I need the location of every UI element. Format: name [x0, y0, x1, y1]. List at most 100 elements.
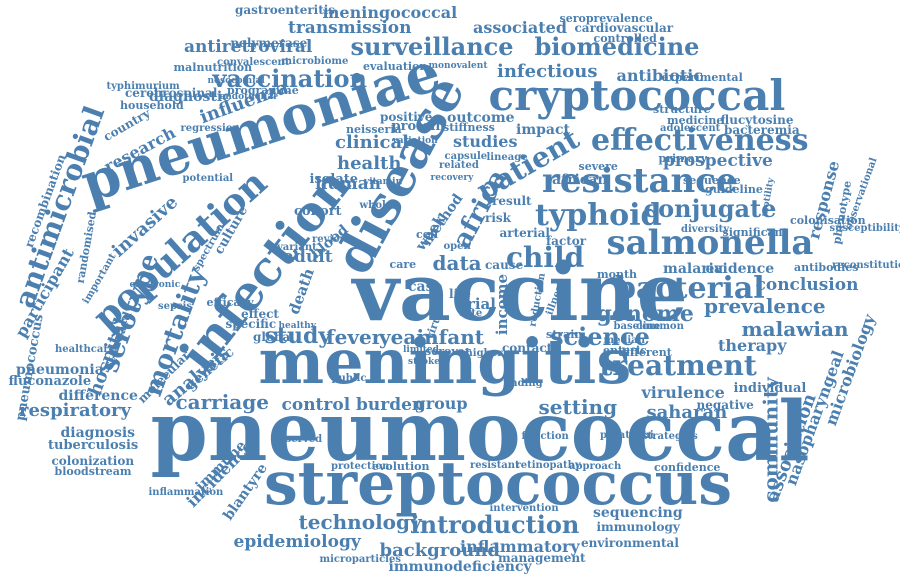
cloud-word-paratyphi: paratyphi [600, 430, 654, 441]
cloud-word-biomedicine: biomedicine [534, 32, 700, 61]
cloud-word-reconstitution: reconstitution [832, 260, 900, 271]
cloud-word-cerebrospinal: cerebrospinal [125, 86, 218, 100]
cloud-word-pneumococcal: pneumococcal [150, 384, 810, 480]
cloud-word-evolution: evolution [372, 459, 430, 473]
cloud-word-genome: genome [596, 301, 694, 327]
cloud-word-structure: structure [653, 102, 711, 116]
cloud-word-recovery: recovery [430, 172, 474, 183]
cloud-word-salmonella: salmonella [606, 223, 814, 263]
cloud-word-programme: programme [227, 83, 299, 97]
cloud-word-lineage: lineage [486, 152, 528, 163]
cloud-word-arterial: arterial [499, 226, 551, 240]
cloud-word-risk: risk [485, 211, 511, 225]
cloud-word-associated: associated [473, 18, 567, 37]
cloud-word-review: review [312, 234, 349, 245]
cloud-word-healthy: healthy [278, 320, 316, 331]
cloud-word-fever: fever [326, 325, 383, 349]
cloud-word-stiffness: stiffness [443, 120, 495, 134]
cloud-word-respiratory: respiratory [19, 400, 131, 421]
cloud-word-specific: specific [225, 317, 277, 331]
cloud-word-setting: setting [538, 395, 618, 419]
cloud-word-median: median [603, 335, 645, 346]
cloud-word-outcome: outcome [447, 110, 515, 126]
cloud-word-adolescent: adolescent [660, 123, 721, 134]
cloud-word-serovar: serovar [425, 344, 471, 358]
cloud-word-background: background [379, 540, 501, 561]
cloud-word-environmental: environmental [581, 536, 679, 550]
cloud-word-study: study [264, 323, 332, 349]
cloud-word-studies: studies [453, 132, 518, 151]
cloud-word-management: management [498, 551, 586, 565]
cloud-word-impact: impact [516, 122, 570, 138]
cloud-word-individual: individual [733, 380, 807, 396]
cloud-word-vitamin: vitamin [364, 176, 403, 187]
cloud-word-stroke: stroke [408, 356, 440, 367]
cloud-word-infectious: infectious [497, 61, 598, 82]
cloud-word-convalescent: convalescent [217, 57, 290, 68]
cloud-word-bloodstream: bloodstream [54, 464, 132, 478]
cloud-word-bacterial: bacterial [615, 271, 765, 306]
cloud-word-health: health [337, 153, 402, 174]
cloud-word-month: month [597, 267, 638, 281]
cloud-word-contact: contact [502, 341, 553, 355]
cloud-word-baseline: baseline [613, 321, 661, 332]
cloud-word-pneumonia: pneumonia [16, 362, 104, 378]
cloud-word-bacteremia: bacteremia [724, 123, 800, 137]
cloud-word-confidence: confidence [654, 460, 721, 474]
cloud-word-life: life [449, 287, 471, 301]
cloud-word-approach: approach [569, 461, 622, 472]
cloud-word-conjugate: conjugate [643, 194, 777, 223]
cloud-word-streptococcus: streptococcus [264, 449, 732, 519]
cloud-word-adult: adult [283, 246, 333, 267]
cloud-word-surveillance: surveillance [350, 32, 514, 61]
cloud-word-retinopathy: retinopathy [515, 460, 581, 471]
cloud-word-introduction: introduction [410, 510, 580, 539]
cloud-word-child: child [506, 241, 585, 274]
cloud-word-sequencing: sequencing [593, 505, 683, 521]
cloud-word-infant: infant [416, 325, 484, 349]
cloud-word-diagnosis: diagnosis [60, 425, 136, 441]
cloud-word-prospective: prospective [663, 150, 773, 171]
cloud-word-diversity: diversity [681, 224, 730, 235]
cloud-word-sequence: sequence [683, 173, 741, 187]
cloud-word-finding: finding [503, 378, 543, 389]
cloud-word-therapy: therapy [718, 336, 787, 355]
cloud-word-colonization: colonization [51, 454, 135, 468]
cloud-word-treatment: treatment [599, 349, 757, 382]
cloud-word-tuberculosis: tuberculosis [48, 437, 139, 453]
cloud-word-flucytosine: flucytosine [720, 113, 794, 127]
cloud-word-protection: protection [331, 461, 390, 472]
cloud-word-carriage: carriage [175, 390, 269, 414]
cloud-word-intervention: intervention [489, 503, 559, 514]
cloud-word-technology: technology [298, 510, 422, 534]
cloud-word-epidemiology: epidemiology [233, 531, 361, 552]
cloud-word-related: related [439, 160, 479, 171]
cloud-word-difference: difference [58, 388, 138, 404]
cloud-word-evaluation: evaluation [363, 59, 428, 73]
cloud-word-antiretroviral: antiretroviral [184, 36, 313, 57]
cloud-word-guideline: guideline [705, 182, 763, 196]
cloud-word-severe: severe [578, 159, 618, 173]
cloud-word-resistant: resistant [470, 460, 520, 471]
cloud-word-variant: variant [277, 242, 317, 253]
cloud-word-human: human [315, 173, 382, 194]
cloud-word-vaccination: vaccination [212, 64, 368, 93]
cloud-word-control: control [281, 394, 351, 415]
cloud-word-effectiveness: effectiveness [591, 123, 809, 158]
cloud-word-vaccine: vaccine [352, 245, 688, 339]
cloud-word-factor: factor [546, 234, 587, 248]
cloud-word-monovalent: monovalent [428, 60, 488, 71]
cloud-word-evidence: evidence [705, 261, 775, 277]
cloud-word-cardiovascular: cardiovascular [574, 21, 674, 35]
cloud-word-colonisation: colonisation [790, 213, 866, 227]
cloud-word-sepsis: sepsis [158, 301, 193, 312]
cloud-word-open: open [443, 241, 471, 252]
cloud-word-malaria: malaria [663, 261, 724, 277]
cloud-word-regression: regression [180, 123, 240, 134]
cloud-word-income: income [492, 273, 511, 335]
cloud-word-rate: rate [459, 308, 483, 319]
cloud-word-primary: primary [658, 151, 708, 165]
cloud-word-transmission: transmission [288, 17, 412, 38]
cloud-word-resistance: resistance [542, 161, 738, 201]
